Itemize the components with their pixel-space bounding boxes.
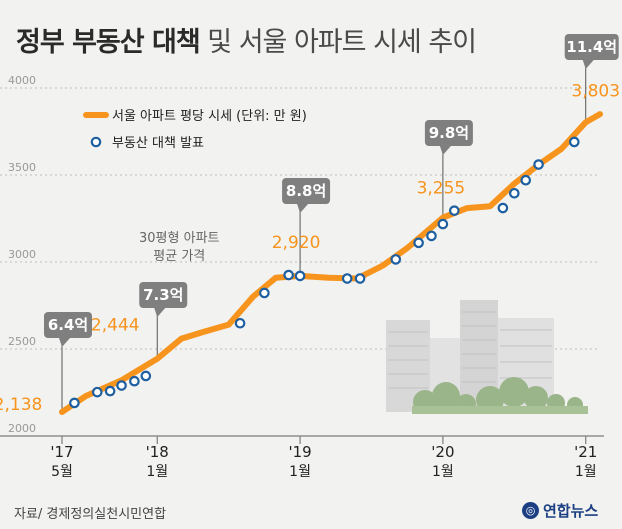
title-sub: 및 서울 아파트 시세 추이 [207,27,477,58]
callout-text: 11.4억 [566,38,617,56]
policy-marker [234,317,246,329]
policy-marker [104,385,116,397]
legend: 서울 아파트 평당 시세 (단위: 만 원) 부동산 대책 발표 [83,109,307,151]
callout-pointer [297,204,309,213]
value-label: 2,444 [91,316,140,336]
policy-marker [140,370,152,382]
yonhap-logo: ◎ 연합뉴스 [522,500,598,521]
value-label: 2,138 [0,395,42,415]
policy-marker [341,273,353,284]
callout-text: 6.4억 [48,316,88,334]
value-label: 3,255 [417,179,466,199]
x-tick-year: '17 [50,443,73,461]
x-tick-year: '21 [574,443,597,461]
policy-marker [520,174,532,186]
x-tick-year: '19 [288,443,311,461]
policy-marker [129,375,140,387]
policy-marker [413,237,424,249]
policy-marker [426,230,437,242]
policy-marker [497,202,509,214]
y-tick-label: 3000 [8,248,36,261]
y-tick-label: 4000 [8,74,36,87]
legend-line-label: 서울 아파트 평당 시세 (단위: 만 원) [112,109,307,124]
callout-pointer [582,60,594,69]
legend-marker-swatch [90,136,102,148]
policy-marker [390,254,402,265]
x-tick-month: 5월 [51,464,73,480]
policy-marker [91,386,103,398]
policy-marker [509,187,520,199]
title-main: 정부 부동산 대책 [16,27,201,58]
policy-marker [568,136,580,148]
x-tick-year: '20 [431,443,454,461]
policy-marker [354,273,366,284]
callout-text: 7.3억 [143,286,183,304]
value-labels: 2,138 2,444 2,920 3,255 3,803 [0,81,620,415]
callout-pointer [439,146,451,155]
logo-icon: ◎ [522,502,539,519]
source-note: 자료/ 경제정의실천시민연합 [14,507,167,522]
callout-box [424,120,473,146]
policy-marker [449,205,460,216]
policy-marker [259,287,270,299]
logo-text: 연합뉴스 [543,502,599,520]
policy-marker [283,269,294,281]
x-tick-year: '18 [146,443,169,461]
callout-note: 평균 가격 [153,249,205,264]
callout-text: 8.8억 [286,182,326,200]
callout-box [564,34,619,60]
callout-note: 30평형 아파트 [139,231,220,246]
x-tick-month: 1월 [575,464,597,480]
value-label: 3,803 [571,81,620,101]
callout-box [282,178,331,204]
callout-box [139,282,188,308]
y-tick-label: 2000 [8,422,36,435]
policy-marker [533,159,544,170]
callout-pointer [59,338,70,347]
policy-markers [69,136,580,409]
axes: 2000 2500 3000 3500 4000 '17 5월 '18 1월 '19 1월 '20 1월… [0,74,604,480]
callout-text: 9.8억 [429,124,469,142]
page-title: 정부 부동산 대책 및 서울 아파트 시세 추이 [16,20,477,59]
x-tick-month: 1월 [432,464,454,480]
callout-pointer [154,308,166,317]
policy-marker [437,218,449,230]
callout-box [44,312,92,338]
x-tick-month: 1월 [289,464,311,480]
policy-marker [294,270,306,282]
building-illustration [386,300,588,414]
value-label: 2,920 [272,233,321,253]
legend-marker-label: 부동산 대책 발표 [112,136,204,151]
x-tick-month: 1월 [146,464,168,480]
y-tick-label: 2500 [8,335,36,348]
y-tick-label: 3500 [8,161,36,174]
policy-marker [116,380,127,391]
policy-marker [69,397,80,409]
